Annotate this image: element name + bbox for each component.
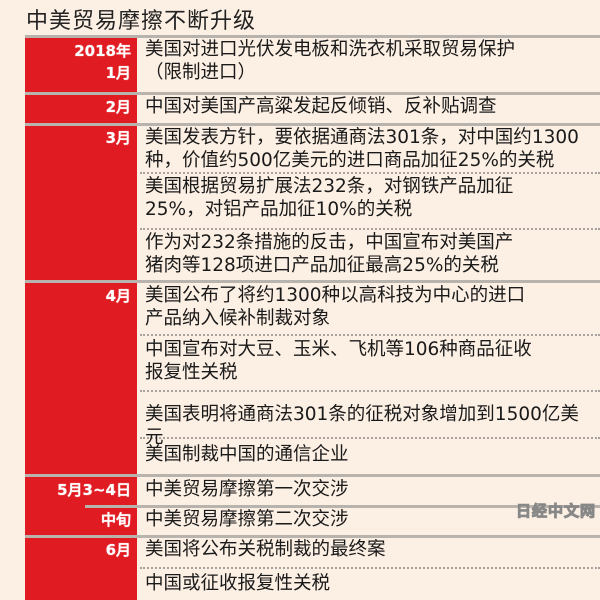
dotted-divider [140,334,600,336]
event-item: 美国表明将通商法301条的征税对象增加到1500亿美元 [145,404,579,448]
dotted-divider [140,228,600,230]
dotted-divider [140,172,600,174]
date-feb: 2月 [105,98,131,116]
divider [25,35,600,38]
date-mar: 3月 [105,129,131,147]
event-item: 美国根据贸易扩展法232条，对钢铁产品加征 25%，对铝产品加征10%的关税 [145,176,514,220]
dotted-divider [140,390,600,392]
event-item: 美国发表方针，要依据通商法301条，对中国约1300 种，价值约500亿美元的进… [145,127,579,171]
dotted-divider [140,567,600,569]
event-item: 作为对232条措施的反击，中国宣布对美国产 猪肉等128项进口产品加征最高25%… [145,232,514,276]
date-mid-may: 中旬 [100,511,131,529]
dotted-divider [140,437,600,439]
event-item: 中国对美国产高粱发起反倾销、反补贴调查 [145,96,497,117]
divider [25,92,600,95]
event-item: 美国制裁中国的通信企业 [145,444,349,465]
event-item: 美国将公布关税制裁的最终案 [145,539,386,560]
event-item: 中国或征收报复性关税 [145,573,331,594]
divider [25,474,600,477]
page-title: 中美贸易摩擦不断升级 [26,9,257,34]
divider [25,280,600,283]
divider [25,123,600,126]
date-jun: 6月 [105,541,131,559]
date-may-3-4: 5月3~4日 [57,481,131,499]
event-item: 美国对进口光伏发电板和洗衣机采取贸易保护 （限制进口） [145,39,516,83]
event-item: 中国宣布对大豆、玉米、飞机等106种商品征收 报复性关税 [145,339,532,383]
divider [25,535,600,538]
event-item: 美国公布了将约1300种以高科技为中心的进口 产品纳入候补制裁对象 [145,285,526,329]
watermark-logo: 日经中文网 [515,502,596,521]
divider [85,505,600,508]
event-item: 中美贸易摩擦第二次交涉 [145,509,349,530]
event-item: 中美贸易摩擦第一次交涉 [145,479,349,500]
date-2018-jan: 2018年 1月 [74,42,131,82]
date-apr: 4月 [105,287,131,305]
